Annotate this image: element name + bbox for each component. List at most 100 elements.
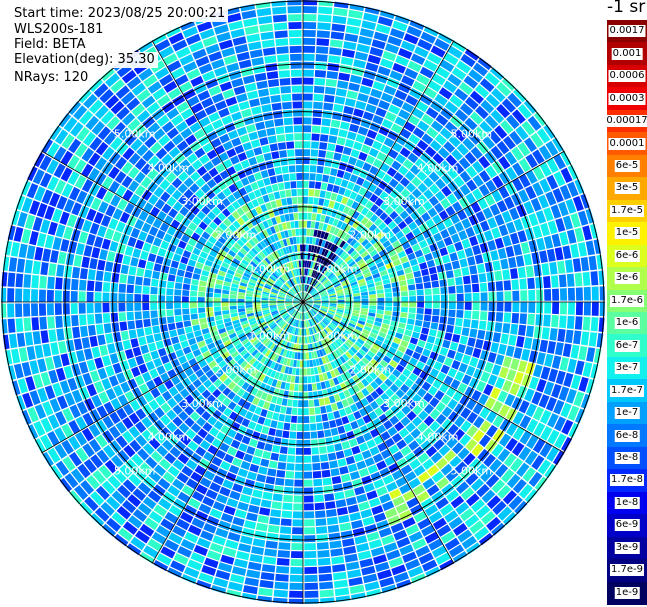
range-gate-cell (354, 232, 363, 241)
range-gate-cell (292, 93, 302, 101)
range-gate-cell (479, 282, 488, 292)
range-gate-cell (309, 236, 313, 245)
range-gate-cell (425, 445, 438, 458)
range-gate-cell (237, 398, 246, 407)
range-gate-cell (477, 197, 489, 210)
range-gate-cell (320, 381, 327, 390)
range-gate-cell (427, 52, 442, 65)
range-gate-cell (230, 155, 240, 165)
range-gate-cell (574, 360, 585, 376)
range-gate-cell (305, 344, 309, 352)
range-gate-cell (131, 103, 146, 117)
range-gate-cell (312, 306, 320, 310)
range-gate-cell (173, 342, 182, 352)
range-gate-cell (310, 278, 315, 286)
range-gate-cell (432, 294, 440, 302)
range-gate-cell (299, 376, 303, 384)
range-gate-cell (265, 185, 273, 194)
range-gate-cell (202, 216, 212, 226)
range-gate-cell (310, 439, 319, 447)
range-gate-cell (61, 183, 74, 198)
range-gate-cell (369, 298, 377, 302)
range-gate-cell (68, 138, 82, 154)
range-gate-cell (225, 96, 238, 107)
range-gate-cell (322, 174, 330, 183)
range-gate-cell (185, 134, 197, 146)
range-gate-cell (404, 378, 414, 388)
range-gate-cell (284, 230, 289, 238)
range-gate-cell (531, 391, 543, 405)
range-gate-cell (89, 222, 100, 235)
range-gate-cell (251, 349, 259, 357)
range-gate-cell (81, 147, 95, 162)
range-gate-cell (545, 191, 557, 206)
range-gate-cell (325, 437, 334, 445)
range-gate-cell (83, 245, 93, 257)
range-gate-cell (270, 291, 278, 296)
range-gate-cell (50, 342, 60, 356)
range-gate-cell (391, 281, 399, 288)
range-gate-cell (411, 264, 420, 272)
range-gate-cell (363, 272, 372, 278)
range-gate-cell (328, 217, 335, 225)
range-gate-cell (285, 297, 293, 300)
range-gate-cell (231, 283, 239, 289)
range-gate-cell (435, 190, 446, 202)
range-gate-cell (223, 54, 238, 65)
range-gate-cell (277, 298, 285, 301)
radial-spoke (41, 301, 304, 454)
range-gate-cell (294, 376, 300, 384)
range-gate-cell (55, 367, 66, 382)
range-gate-cell (214, 24, 229, 35)
range-gate-cell (181, 574, 197, 584)
range-gate-cell (244, 520, 257, 530)
range-gate-cell (88, 152, 101, 167)
range-gate-cell (367, 315, 375, 321)
range-gate-cell (381, 323, 390, 330)
range-gate-cell (196, 537, 211, 549)
range-gate-cell (260, 204, 268, 213)
range-gate-cell (192, 379, 202, 389)
range-gate-cell (259, 321, 266, 327)
range-gate-cell (486, 410, 498, 424)
range-gate-cell (95, 434, 108, 448)
range-gate-cell (229, 302, 237, 306)
range-gate-cell (158, 287, 166, 295)
range-gate-cell (222, 289, 230, 295)
range-gate-cell (423, 314, 432, 322)
range-gate-cell (305, 302, 313, 304)
range-gate-cell (356, 460, 367, 470)
range-gate-cell (345, 561, 360, 571)
range-gate-cell (324, 215, 331, 224)
range-gate-cell (158, 295, 166, 302)
range-gate-cell (284, 382, 291, 391)
range-gate-cell (108, 151, 121, 165)
range-gate-cell (410, 428, 422, 439)
range-gate-cell (148, 437, 161, 450)
range-gate-cell (590, 271, 599, 286)
range-gate-cell (314, 221, 320, 230)
range-gate-cell (384, 310, 392, 316)
range-gate-cell (49, 192, 61, 207)
range-gate-cell (416, 289, 424, 296)
range-gate-cell (263, 287, 271, 292)
range-gate-cell (277, 182, 285, 191)
range-gate-cell (174, 74, 189, 87)
range-gate-cell (358, 501, 370, 511)
range-gate-cell (501, 468, 515, 483)
range-gate-cell (356, 43, 371, 54)
range-gate-cell (308, 197, 314, 205)
range-gate-cell (132, 488, 147, 502)
range-gate-cell (279, 78, 291, 86)
range-gate-cell (207, 342, 216, 350)
range-gate-cell (299, 236, 303, 244)
range-gate-cell (312, 335, 316, 343)
range-gate-cell (457, 529, 473, 543)
range-gate-cell (304, 574, 318, 582)
range-gate-cell (150, 310, 158, 318)
range-gate-cell (353, 304, 361, 308)
range-gate-cell (222, 208, 231, 218)
range-gate-cell (399, 359, 408, 368)
range-gate-cell (293, 302, 301, 305)
range-gate-cell (186, 153, 198, 164)
